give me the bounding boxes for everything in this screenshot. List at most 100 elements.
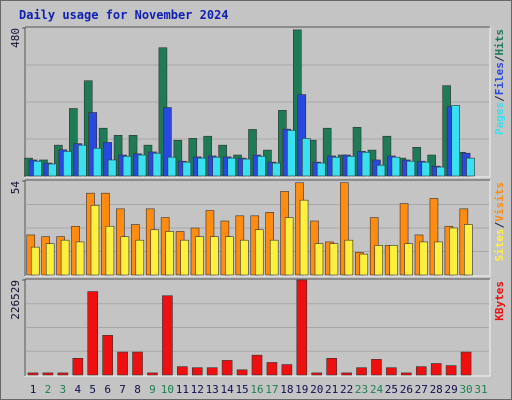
x-tick-label: 12	[191, 383, 204, 396]
bar	[107, 159, 117, 177]
legend-entry: Sites	[493, 228, 506, 261]
bar	[92, 147, 102, 177]
chart-title: Daily usage for November 2024	[19, 8, 229, 22]
bar	[356, 367, 367, 376]
bar	[296, 279, 308, 376]
bar	[30, 246, 40, 276]
x-tick-label: 1	[30, 383, 37, 396]
bar	[341, 372, 352, 376]
legend-entry: Files	[493, 62, 506, 95]
bar	[269, 239, 279, 276]
bar	[236, 369, 248, 376]
legend: Sites/Visits	[493, 182, 506, 262]
x-tick-label: 22	[340, 383, 353, 396]
bar	[329, 243, 339, 276]
bar	[242, 158, 251, 177]
x-tick-label: 13	[206, 383, 219, 396]
bar	[374, 245, 384, 276]
bar	[60, 239, 70, 276]
bar	[42, 372, 54, 376]
bar	[240, 239, 249, 276]
bar	[391, 156, 401, 177]
bar	[322, 127, 332, 177]
x-tick-label: 24	[370, 383, 384, 396]
bar	[78, 144, 87, 177]
legend-separator: /	[493, 55, 506, 62]
x-tick-label: 25	[385, 383, 398, 396]
x-tick-label: 16	[250, 383, 263, 396]
bar	[150, 229, 160, 276]
bar	[430, 363, 442, 376]
bar	[419, 241, 428, 276]
legend-separator: /	[493, 95, 506, 102]
bar	[137, 154, 147, 177]
bar	[88, 112, 98, 177]
bar	[132, 351, 143, 376]
bar	[75, 241, 85, 276]
bar	[72, 358, 84, 376]
legend-entry: Visits	[493, 182, 506, 222]
bar	[281, 364, 293, 376]
bar	[287, 130, 296, 177]
x-tick-label: 5	[89, 383, 96, 396]
bar	[254, 229, 264, 276]
bar	[272, 162, 281, 177]
bar	[165, 231, 174, 276]
x-tick-label: 23	[355, 383, 368, 396]
x-tick-label: 6	[104, 383, 111, 396]
x-tick-label: 11	[176, 383, 189, 396]
x-tick-label: 26	[400, 383, 413, 396]
x-tick-label: 18	[280, 383, 293, 396]
bar	[361, 151, 371, 177]
bar	[180, 239, 189, 276]
x-tick-label: 21	[325, 383, 338, 396]
x-tick-label: 4	[74, 383, 81, 396]
x-tick-label: 14	[221, 383, 235, 396]
bar	[147, 372, 158, 376]
bar	[69, 108, 78, 177]
x-tick-label: 3	[60, 383, 67, 396]
bar	[331, 156, 341, 177]
bar	[197, 157, 207, 177]
legend: Pages/Files/Hits	[493, 29, 506, 135]
x-tick-label: 15	[235, 383, 248, 396]
x-tick-label: 10	[161, 383, 174, 396]
bar	[257, 155, 266, 177]
bar	[299, 199, 309, 276]
bar	[445, 365, 457, 376]
bar	[152, 152, 162, 177]
bar	[191, 367, 203, 376]
bar	[297, 94, 307, 177]
bar	[251, 354, 263, 376]
bar	[429, 198, 439, 276]
bar	[135, 239, 145, 276]
bar	[415, 366, 427, 376]
bar	[102, 335, 113, 376]
bar	[163, 107, 172, 177]
bar	[48, 163, 57, 177]
bar	[227, 157, 236, 177]
bar	[316, 162, 326, 177]
legend-entry: Pages	[493, 102, 506, 135]
bar	[406, 160, 416, 177]
bar	[389, 245, 398, 276]
bar	[466, 157, 475, 177]
bar	[386, 367, 397, 376]
bar	[326, 358, 337, 376]
bar	[103, 142, 112, 177]
bar	[162, 295, 173, 376]
bar	[404, 243, 413, 276]
bar	[371, 359, 382, 376]
bar	[248, 129, 257, 177]
bar	[460, 351, 472, 376]
x-tick-label: 20	[310, 383, 323, 396]
bar	[399, 203, 409, 276]
x-tick-label: 8	[134, 383, 141, 396]
y-tick-label: 480	[9, 28, 22, 48]
bar	[206, 367, 218, 376]
bar	[117, 351, 128, 376]
bar	[436, 166, 446, 177]
bar	[421, 161, 431, 177]
bar	[90, 205, 100, 276]
